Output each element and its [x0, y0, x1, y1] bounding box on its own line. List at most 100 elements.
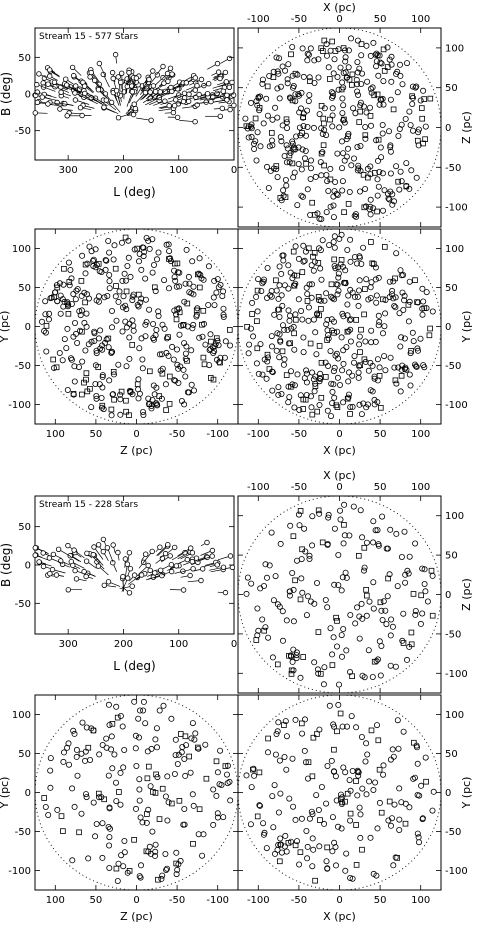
star-marker [414, 760, 421, 767]
star-marker [265, 634, 272, 641]
star-marker [69, 785, 76, 792]
star-marker [356, 333, 363, 340]
star-marker [317, 265, 324, 272]
star-marker [155, 312, 162, 319]
star-marker [149, 397, 156, 404]
star-marker [330, 368, 337, 375]
star-marker [276, 331, 283, 338]
star-marker [170, 109, 177, 116]
star-marker [350, 359, 357, 366]
star-marker [47, 767, 54, 774]
star-marker [217, 113, 223, 119]
star-marker [217, 747, 224, 754]
star-marker [351, 293, 358, 300]
star-marker [283, 119, 290, 126]
star-marker [397, 388, 404, 395]
star-marker [253, 360, 260, 367]
star-marker [105, 579, 112, 585]
star-marker [82, 270, 89, 277]
star-marker [285, 307, 292, 314]
star-marker [113, 703, 120, 710]
star-marker [53, 282, 60, 289]
star-marker [117, 411, 124, 418]
star-marker [152, 88, 159, 95]
star-marker [307, 211, 314, 218]
star-marker [394, 68, 401, 75]
star-marker [289, 755, 296, 762]
star-marker [274, 846, 281, 853]
star-marker [257, 341, 264, 348]
star-marker [288, 51, 294, 58]
star-marker [129, 317, 136, 324]
star-marker [100, 406, 107, 413]
star-marker [366, 104, 373, 111]
star-marker [222, 338, 229, 345]
star-marker [399, 81, 406, 88]
star-marker [338, 138, 345, 145]
star-marker [187, 545, 194, 551]
star-marker [83, 370, 90, 376]
star-marker [166, 373, 173, 380]
star-marker [381, 353, 388, 360]
star-marker [260, 820, 267, 827]
star-marker [355, 302, 362, 309]
star-marker [334, 74, 341, 81]
star-marker [422, 123, 429, 130]
star-marker [392, 304, 399, 311]
star-marker [120, 573, 126, 580]
star-marker [299, 589, 306, 596]
star-markers [39, 234, 234, 419]
star-marker [273, 166, 280, 173]
y-axis-label: B (deg) [0, 543, 13, 587]
star-marker [318, 784, 325, 791]
star-marker [300, 242, 307, 249]
star-marker [310, 253, 316, 260]
star-marker [312, 380, 319, 387]
star-marker [251, 145, 258, 152]
star-marker [304, 124, 311, 131]
star-marker [96, 335, 103, 342]
star-marker [354, 769, 361, 776]
star-marker [304, 593, 311, 600]
star-marker [283, 848, 290, 855]
star-marker [313, 351, 320, 358]
star-marker [99, 820, 106, 827]
star-marker [316, 510, 323, 517]
y-axis-label: Y (pc) [460, 311, 473, 344]
star-marker [303, 391, 310, 398]
star-marker [317, 370, 324, 377]
star-marker [318, 125, 325, 132]
star-marker [393, 250, 400, 257]
star-marker [294, 202, 301, 209]
star-marker [390, 753, 397, 760]
star-marker [299, 193, 306, 200]
star-marker [293, 655, 300, 662]
star-marker [418, 105, 425, 111]
star-marker [40, 550, 46, 556]
x-axis-label: L (deg) [113, 185, 155, 199]
y-tick-label: 100 [12, 710, 31, 721]
star-marker [290, 646, 297, 653]
star-marker [175, 305, 182, 312]
star-marker [359, 785, 366, 792]
star-marker [343, 850, 350, 857]
star-marker [292, 316, 299, 323]
star-marker [346, 532, 353, 539]
star-marker [392, 854, 399, 861]
star-marker [142, 89, 149, 96]
star-marker [342, 54, 349, 61]
star-marker [113, 317, 120, 324]
star-marker [337, 516, 344, 523]
star-marker [209, 547, 216, 554]
star-marker [200, 276, 207, 283]
star-marker [76, 829, 82, 836]
star-marker [339, 187, 346, 194]
star-marker [218, 782, 225, 789]
star-marker [320, 115, 327, 122]
star-marker [168, 715, 175, 722]
star-marker [369, 674, 376, 681]
star-marker [214, 90, 220, 96]
star-marker [421, 581, 428, 588]
star-marker [151, 852, 158, 859]
star-marker [265, 735, 271, 742]
